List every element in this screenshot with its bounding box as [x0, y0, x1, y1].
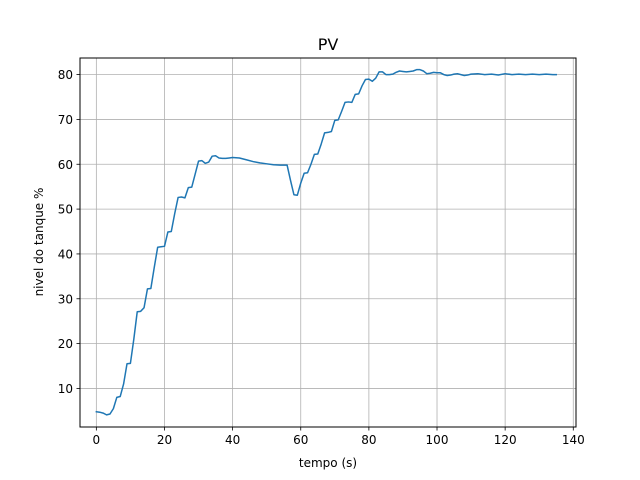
- y-tick-label: 10: [58, 382, 73, 396]
- ticks: 0 20 40 60 80 100 120 140 10 20 30 40 50 60 70 80: [58, 68, 585, 447]
- y-tick-label: 30: [58, 292, 73, 306]
- x-tick-label: 80: [361, 433, 376, 447]
- y-tick-label: 20: [58, 337, 73, 351]
- plot-frame: [79, 57, 577, 428]
- x-tick-label: 100: [426, 433, 449, 447]
- y-tick-label: 40: [58, 247, 73, 261]
- y-tick-label: 70: [58, 113, 73, 127]
- x-tick-label: 120: [494, 433, 517, 447]
- series-line: [95, 68, 557, 416]
- grid: [80, 58, 576, 427]
- x-axis-label: tempo (s): [299, 456, 357, 470]
- x-tick-label: 140: [562, 433, 585, 447]
- y-axis-label: nivel do tanque %: [32, 188, 46, 297]
- y-tick-label: 80: [58, 68, 73, 82]
- x-tick-label: 40: [225, 433, 240, 447]
- x-tick-label: 0: [93, 433, 101, 447]
- series-group: [95, 68, 557, 416]
- chart-title: PV: [318, 35, 339, 54]
- y-tick-label: 50: [58, 203, 73, 217]
- x-tick-label: 60: [293, 433, 308, 447]
- x-tick-label: 20: [157, 433, 172, 447]
- plot-background: [80, 58, 576, 427]
- y-tick-label: 60: [58, 158, 73, 172]
